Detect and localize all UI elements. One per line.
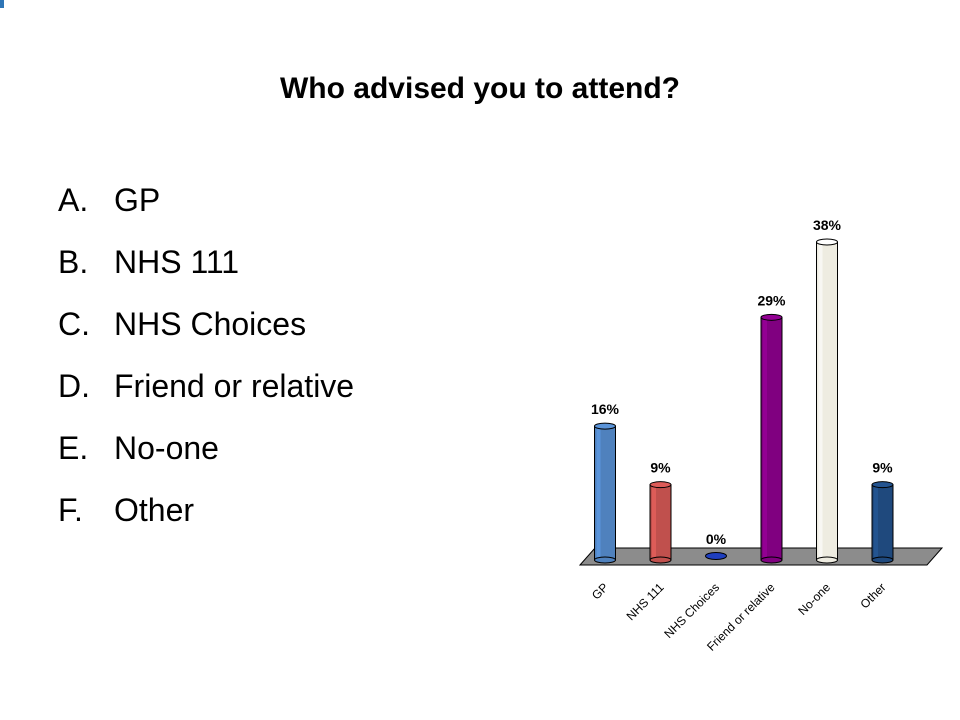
bar-highlight [874, 484, 878, 560]
category-label: No-one [795, 580, 833, 618]
option-text: NHS 111 [114, 244, 240, 280]
bar-highlight [652, 484, 656, 560]
answer-option: D. Friend or relative [58, 364, 354, 426]
bar-top [871, 481, 894, 489]
answer-options-list: A. GP B. NHS 111 C. NHS Choices D. Friend or… [58, 178, 354, 550]
chart-bar [594, 422, 616, 564]
data-label: 9% [650, 460, 671, 476]
bar-highlight [596, 426, 601, 560]
option-text: Other [114, 492, 195, 528]
data-label: 9% [872, 460, 893, 476]
bar-top [594, 422, 616, 430]
corner-accent [0, 0, 4, 8]
option-text: GP [114, 182, 161, 218]
option-letter: B. [58, 244, 89, 280]
bar-highlight [763, 317, 767, 560]
bar-top [816, 238, 838, 246]
bar-base [594, 556, 616, 564]
answer-option: E. No-one [58, 426, 354, 488]
answer-option: A. GP [58, 178, 354, 240]
bar-top [760, 313, 783, 321]
option-letter: D. [58, 368, 90, 404]
option-text: Friend or relative [114, 368, 355, 404]
category-label: NHS 111 [624, 580, 667, 623]
data-label: 29% [757, 292, 786, 308]
option-letter: F. [58, 492, 83, 528]
data-label: 16% [591, 401, 620, 417]
chart-bar [760, 313, 783, 564]
category-label: NHS Choices [661, 580, 722, 641]
answer-option: F. Other [58, 488, 354, 550]
option-letter: C. [58, 306, 90, 342]
data-label: 0% [706, 531, 727, 547]
option-text: No-one [114, 430, 219, 466]
option-letter: E. [58, 430, 89, 466]
bar-base [816, 556, 838, 564]
category-label: Other [857, 580, 888, 611]
data-label: 38% [813, 217, 842, 233]
bar-base [760, 556, 783, 564]
chart-bar [871, 481, 894, 564]
chart-bar [649, 481, 672, 564]
category-label: GP [589, 580, 611, 602]
bar-base [871, 556, 894, 564]
answer-option: C. NHS Choices [58, 302, 354, 364]
bar-base [649, 556, 672, 564]
answer-option: B. NHS 111 [58, 240, 354, 302]
chart-bar [705, 552, 727, 560]
bar-highlight [818, 242, 823, 560]
option-letter: A. [58, 182, 89, 218]
chart-bar [816, 238, 838, 564]
bar-top [649, 481, 672, 489]
slide-title: Who advised you to attend? [279, 72, 680, 105]
option-text: NHS Choices [114, 306, 307, 342]
